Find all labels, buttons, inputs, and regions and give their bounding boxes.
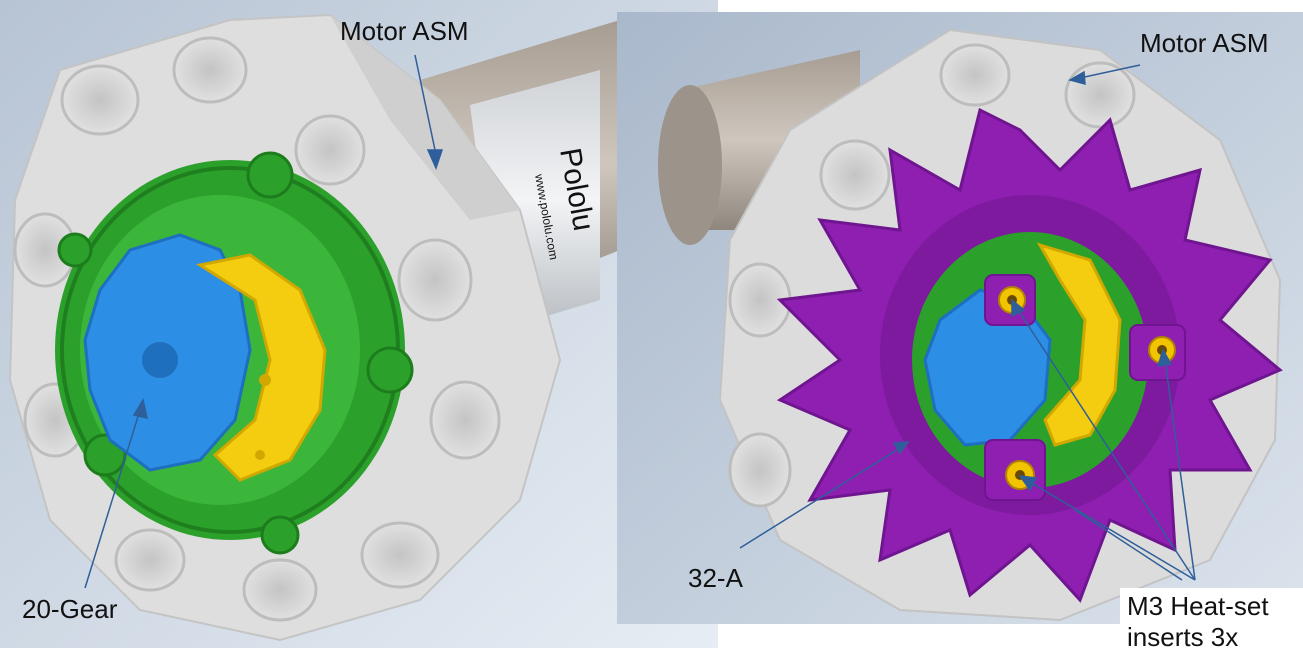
right-leaders <box>739 64 1196 581</box>
label-motor-asm-left: Motor ASM <box>340 16 469 46</box>
planet-carrier <box>196 253 327 482</box>
sun-gear <box>83 233 252 472</box>
left-leaders <box>84 54 444 589</box>
label-m3-heat-set: M3 Heat-set <box>1127 591 1269 621</box>
label-inserts-3x: inserts 3x <box>1127 622 1238 652</box>
left-render: Pololu www.pololu.com <box>0 0 718 648</box>
label-20-gear: 20-Gear <box>22 594 118 624</box>
right-render: Motor ASM 32-A M3 Heat-set inserts 3x <box>617 12 1303 657</box>
inserts-label-backdrop <box>1120 588 1303 657</box>
label-32-a: 32-A <box>688 563 744 593</box>
label-motor-asm-right: Motor ASM <box>1140 28 1269 58</box>
